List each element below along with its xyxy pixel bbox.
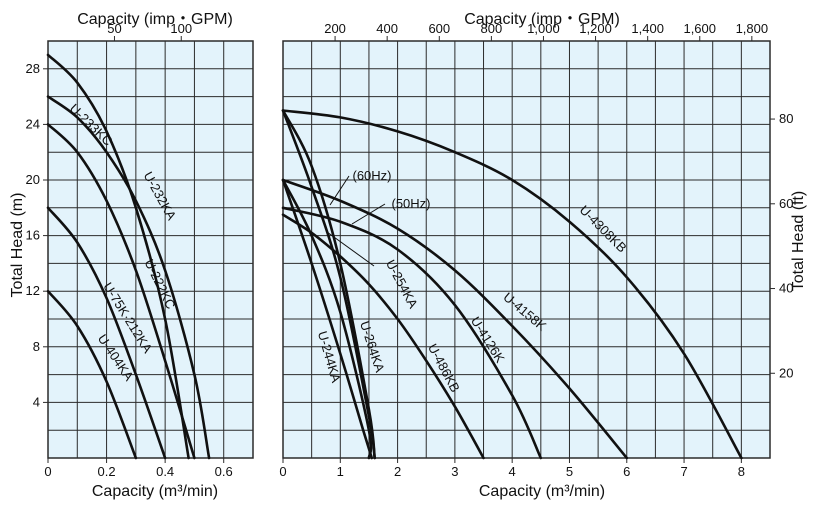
right-bottom-tick-label: 2 [394,464,401,479]
left-panel: 0 0.2 0.4 0.650 100481216202428U-233KCU-232K… [26,21,254,479]
left-top-tick-label: 50 [107,21,121,36]
left-bottom-tick-label: 0.2 [98,464,116,479]
curve-u-254ka-50hz- [281,178,373,460]
right-plot-area [283,41,770,458]
right-top-tick-label: 200 [324,21,346,36]
curve-u-264ka [281,109,376,460]
right-top-tick-label: 800 [481,21,503,36]
right-bottom-tick-label: 3 [451,464,458,479]
right-bottom-tick-label: 7 [680,464,687,479]
right-top-tick-label: 1,000 [527,21,560,36]
right-y-tick-label: 20 [779,365,793,380]
curve-u-486kb [281,213,485,460]
axis-titles: Capacity (imp・GPM) Capacity (imp・GPM) Ca… [9,11,807,500]
left-top-axis-title: Capacity (imp・GPM) [77,11,233,28]
curve-u-4126k [281,206,543,460]
curve-u-222kc [46,123,196,460]
right-top-tick-label: 1,600 [683,21,716,36]
right-bottom-tick-label: 8 [738,464,745,479]
right-bottom-tick-label: 1 [337,464,344,479]
right-y-tick-label: 60 [779,196,793,211]
right-y-tick-label: 40 [779,281,793,296]
curve-u-404ka [46,289,138,460]
u254ka-leader [326,231,375,267]
left-plot-border [47,40,254,459]
right-top-tick-label: 1,800 [736,21,769,36]
right-bottom-tick-label: 0 [279,464,286,479]
left-bottom-axis-title: Capacity (m³/min) [92,483,218,500]
curve-u-75k-212ka [46,206,167,460]
right-bottom-tick-label: 4 [509,464,516,479]
left-y-tick-label: 28 [26,61,40,76]
left-y-tick-label: 20 [26,172,40,187]
right-top-tick-label: 400 [376,21,398,36]
right-y-axis-title: Total Head (ft) [790,191,807,291]
left-y-axis-title: Total Head (m) [9,193,26,298]
left-bottom-tick-label: 0 [44,464,51,479]
left-y-tick-label: 24 [26,116,40,131]
left-y-tick-label: 8 [33,339,40,354]
right-bottom-tick-label: 6 [623,464,630,479]
right-plot-border [282,40,771,459]
right-y-tick-label: 80 [779,111,793,126]
right-top-tick-label: 1,400 [631,21,664,36]
left-bottom-tick-label: 0.6 [215,464,233,479]
curve-u-4308kb [281,109,743,460]
left-bottom-tick-label: 0.4 [156,464,174,479]
left-y-tick-label: 16 [26,228,40,243]
left-top-tick-label: 100 [170,21,192,36]
curve-u-232ka [46,95,211,460]
right-panel: 0 1 2 3 4 5 6 7 8 200 400 600 800 1,000 1,200 1,400 1,60… [279,21,793,479]
right-bottom-axis-title: Capacity (m³/min) [479,483,605,500]
curve-u-4158k [281,178,629,460]
callout-60hz: (60Hz) [352,168,391,183]
right-top-axis-title: Capacity (imp・GPM) [464,11,620,28]
left-y-tick-label: 12 [26,283,40,298]
left-y-tick-label: 4 [33,394,40,409]
right-top-tick-label: 1,200 [579,21,612,36]
curve-u-244ka [281,178,374,460]
callout-50hz-leader [351,203,386,225]
right-bottom-tick-label: 5 [566,464,573,479]
callout-60hz-leader [329,175,350,206]
right-top-tick-label: 600 [428,21,450,36]
callout-50hz: (50Hz) [391,196,430,211]
